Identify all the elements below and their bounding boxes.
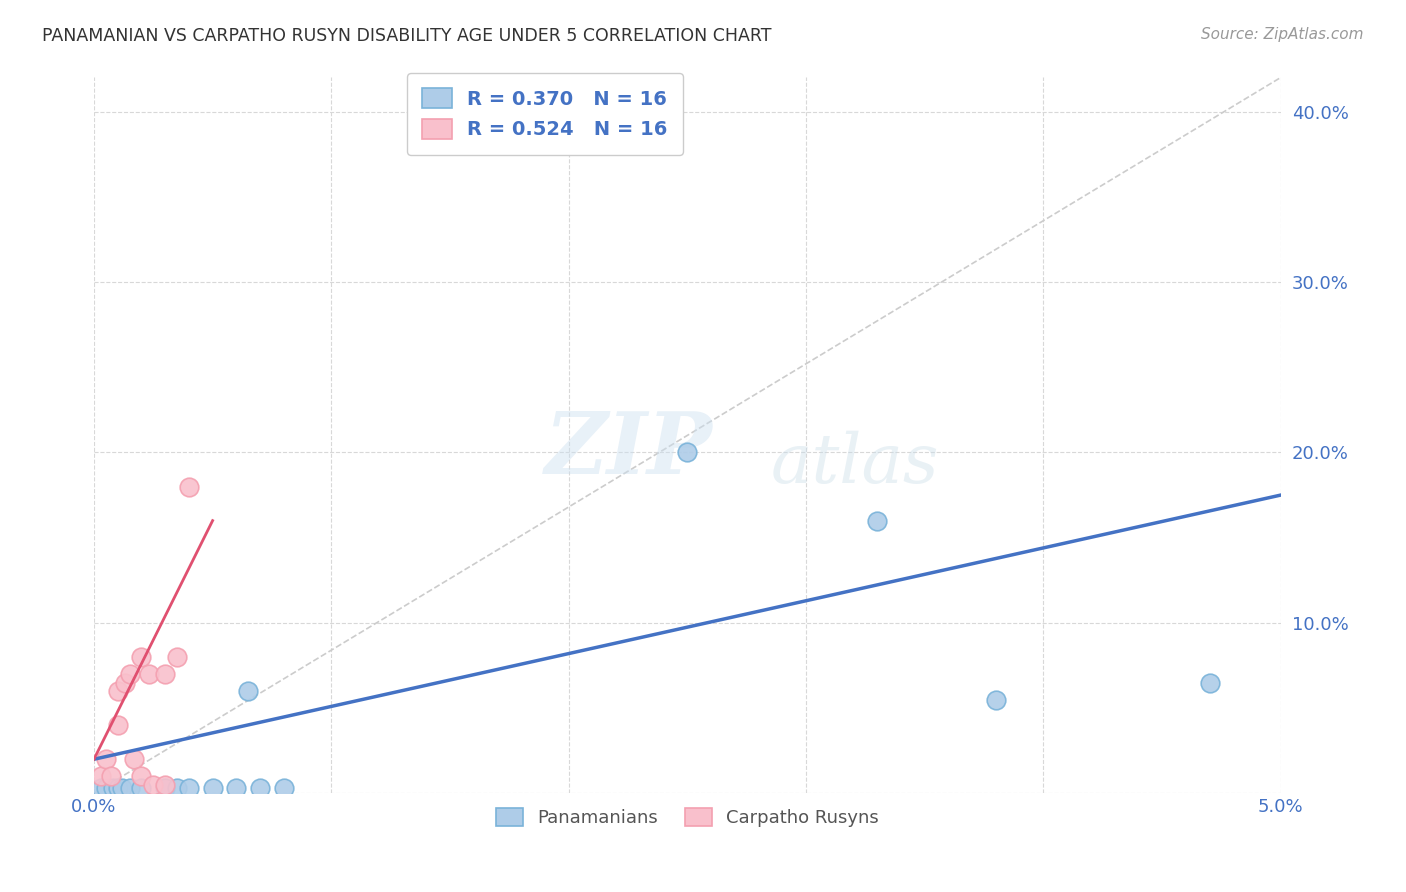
Point: [166, 781, 188, 796]
Point: [131, 769, 153, 783]
Point: [676, 445, 699, 459]
Point: [177, 781, 200, 796]
Point: [94, 781, 117, 796]
Point: [138, 667, 160, 681]
Point: [90, 781, 112, 796]
Point: [107, 718, 129, 732]
Point: [249, 781, 271, 796]
Point: [131, 650, 153, 665]
Point: [1198, 675, 1220, 690]
Point: [90, 769, 112, 783]
Point: [984, 692, 1007, 706]
Legend: Panamanians, Carpatho Rusyns: Panamanians, Carpatho Rusyns: [488, 801, 886, 834]
Point: [107, 781, 129, 796]
Point: [101, 781, 124, 796]
Point: [94, 752, 117, 766]
Point: [153, 667, 176, 681]
Point: [225, 781, 247, 796]
Point: [107, 684, 129, 698]
Point: [111, 781, 134, 796]
Point: [131, 781, 153, 796]
Text: PANAMANIAN VS CARPATHO RUSYN DISABILITY AGE UNDER 5 CORRELATION CHART: PANAMANIAN VS CARPATHO RUSYN DISABILITY …: [42, 27, 772, 45]
Point: [153, 778, 176, 792]
Point: [118, 781, 141, 796]
Point: [142, 778, 165, 792]
Point: [201, 781, 224, 796]
Text: Source: ZipAtlas.com: Source: ZipAtlas.com: [1201, 27, 1364, 42]
Point: [124, 752, 146, 766]
Text: atlas: atlas: [770, 431, 939, 498]
Point: [866, 514, 889, 528]
Point: [238, 684, 260, 698]
Point: [166, 650, 188, 665]
Point: [100, 769, 122, 783]
Point: [153, 781, 176, 796]
Point: [118, 667, 141, 681]
Point: [273, 781, 295, 796]
Point: [177, 479, 200, 493]
Point: [114, 675, 136, 690]
Text: ZIP: ZIP: [546, 408, 713, 491]
